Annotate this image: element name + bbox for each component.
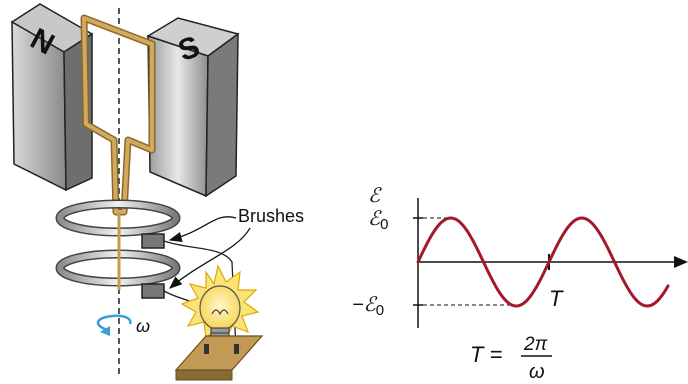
south-magnet: S	[146, 17, 240, 198]
period-formula: T = 2π ω	[470, 334, 552, 383]
formula-lhs: T =	[470, 342, 509, 367]
light-bulb	[180, 264, 260, 345]
formula-numerator: 2π	[523, 334, 549, 355]
period-label: T	[549, 286, 564, 311]
time-axis-arrowhead	[674, 256, 688, 268]
emf-max-label: ℰ0	[368, 208, 388, 233]
brush-pointer-lower	[169, 227, 251, 289]
brushes	[141, 233, 165, 299]
omega-symbol: ω	[136, 316, 150, 336]
north-magnet: N	[10, 3, 94, 192]
coil-loop	[80, 14, 156, 216]
emf-sine-curve	[416, 216, 670, 308]
brushes-label: Brushes	[238, 206, 304, 226]
lower-brush	[141, 283, 165, 299]
emf-graph: ℰ ℰ0 −ℰ0 T T = 2π ω	[352, 185, 688, 383]
emf-axis-label: ℰ	[368, 185, 382, 207]
bulb-base-board	[174, 335, 264, 381]
rotation-indicator: ω	[96, 314, 150, 336]
upper-brush	[141, 233, 165, 249]
emf-min-label: −ℰ0	[352, 294, 384, 319]
slip-rings	[55, 199, 181, 290]
formula-denominator: ω	[529, 361, 545, 383]
brush-pointer-upper	[168, 216, 237, 243]
